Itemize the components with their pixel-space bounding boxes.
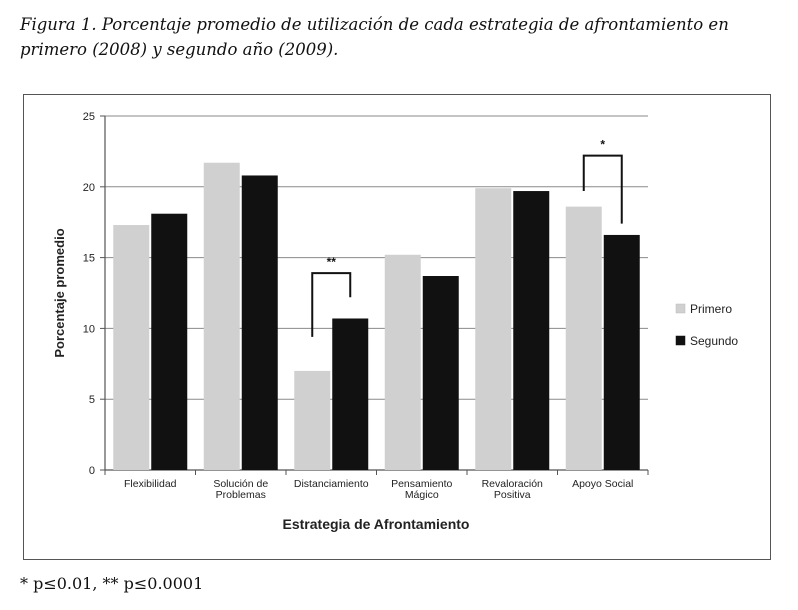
bar-segundo — [603, 234, 640, 470]
x-tick-label: Apoyo Social — [572, 478, 633, 490]
bar-primero — [203, 162, 240, 470]
x-tick-label: Problemas — [216, 489, 266, 501]
bar-primero — [565, 206, 602, 470]
legend-label-primero: Primero — [690, 302, 732, 316]
significance-bracket — [582, 154, 623, 224]
y-axis-title: Porcentaje promedio — [52, 228, 67, 357]
x-tick-label: Positiva — [494, 489, 531, 501]
x-tick-label: Mágico — [405, 489, 439, 501]
bar-segundo — [151, 213, 188, 470]
legend-label-segundo: Segundo — [690, 334, 738, 348]
x-tick-label: Pensamiento — [391, 478, 452, 490]
bar-chart: 0 5 10 15 20 25 Flexibilidad Solución deProblem… — [52, 111, 738, 532]
x-axis-title: Estrategia de Afrontamiento — [283, 516, 470, 532]
y-tick-label: 5 — [89, 394, 95, 406]
y-tick-label: 20 — [83, 182, 95, 194]
chart-frame: 0 5 10 15 20 25 Flexibilidad Solución de Problem… — [23, 94, 771, 560]
legend-swatch-segundo — [675, 335, 686, 346]
bar-primero — [294, 370, 331, 470]
significance-bracket — [311, 272, 352, 337]
y-tick-label: 10 — [83, 323, 95, 335]
y-tick-label: 25 — [83, 111, 95, 123]
y-tick-label: 0 — [89, 465, 95, 477]
bar-primero — [384, 254, 421, 470]
significance-footnote: * p≤0.01, ** p≤0.0001 — [20, 574, 204, 593]
x-tick-label: Distanciamiento — [294, 478, 369, 490]
x-tick-label: Solución de — [213, 478, 268, 490]
figure-caption: Figura 1. Porcentaje promedio de utiliza… — [20, 15, 729, 59]
bar-segundo — [422, 276, 459, 470]
bar-segundo — [241, 175, 278, 471]
x-tick-label: Flexibilidad — [124, 478, 177, 490]
significance-label: * — [600, 138, 605, 152]
x-tick-label: Revaloración — [482, 478, 543, 490]
bar-primero — [113, 225, 150, 470]
bar-segundo — [332, 318, 369, 470]
y-tick-label: 15 — [83, 253, 95, 265]
bar-primero — [475, 188, 512, 470]
significance-label: ** — [327, 255, 337, 269]
legend-swatch-primero — [675, 303, 686, 314]
bar-segundo — [513, 191, 550, 470]
